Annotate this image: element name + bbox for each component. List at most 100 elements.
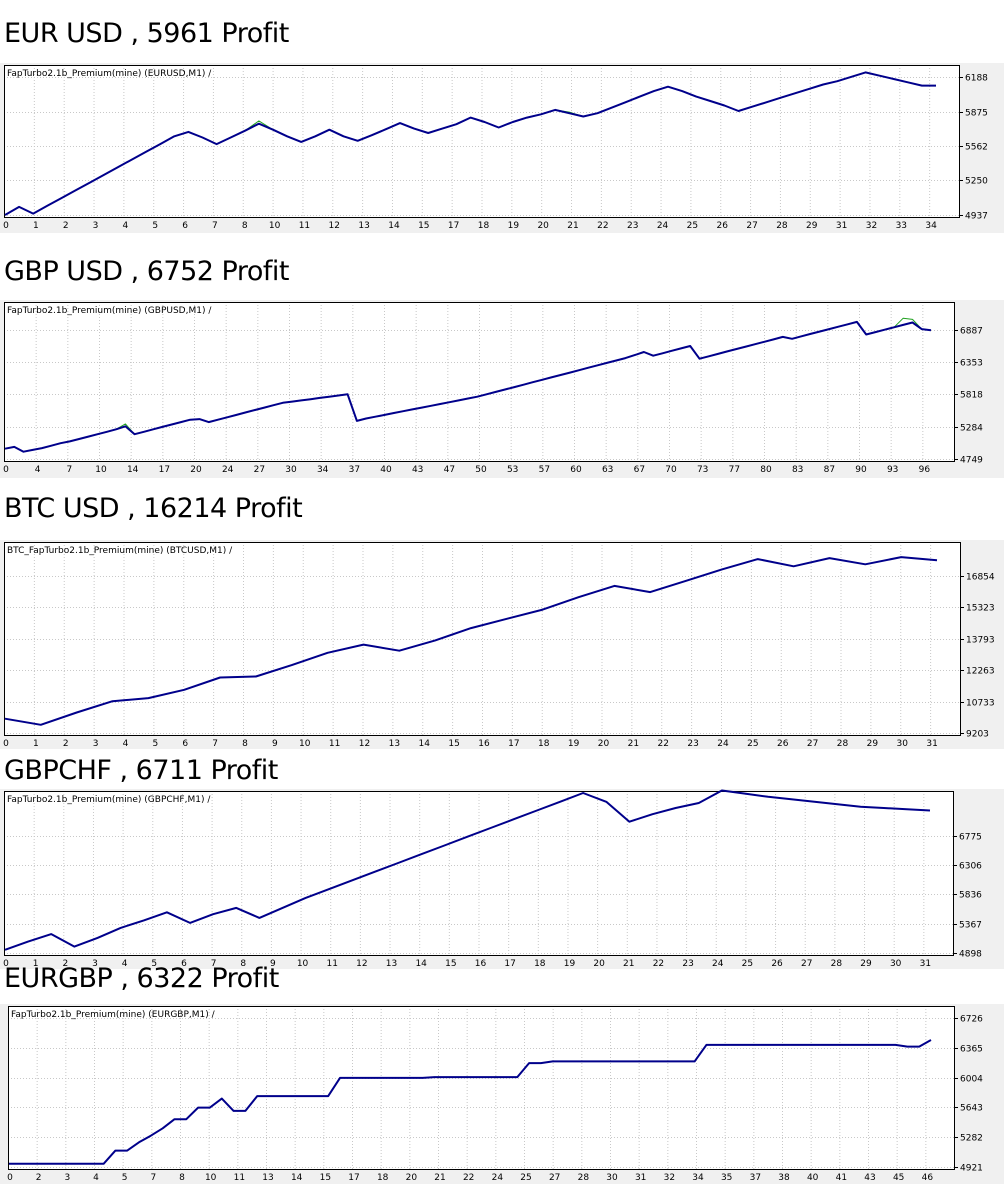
- x-tick-label: 18: [377, 1173, 389, 1183]
- x-tick-label: 31: [926, 739, 937, 749]
- x-tick-label: 28: [578, 1173, 590, 1183]
- equity-line: [4, 556, 938, 726]
- x-tick-label: 37: [750, 1173, 761, 1183]
- x-tick-label: 13: [358, 221, 369, 231]
- x-tick-label: 24: [712, 959, 724, 969]
- y-tick-label: 5836: [959, 891, 982, 901]
- x-tick-label: 20: [406, 1173, 418, 1183]
- x-tick-label: 41: [836, 1173, 847, 1183]
- x-tick-label: 40: [807, 1173, 819, 1183]
- x-tick-label: 23: [687, 739, 698, 749]
- x-tick-label: 18: [478, 221, 490, 231]
- x-tick-label: 5: [152, 221, 158, 231]
- x-tick-label: 80: [760, 465, 772, 475]
- x-tick-label: 77: [729, 465, 740, 475]
- x-tick-label: 11: [234, 1173, 245, 1183]
- x-tick-label: 27: [549, 1173, 560, 1183]
- x-tick-label: 16: [475, 959, 487, 969]
- x-tick-label: 0: [3, 221, 9, 231]
- x-tick-label: 14: [415, 959, 427, 969]
- x-tick-label: 5: [151, 959, 157, 969]
- x-tick-label: 21: [623, 959, 634, 969]
- x-tick-label: 70: [665, 465, 677, 475]
- x-tick-label: 22: [658, 739, 669, 749]
- x-tick-label: 22: [597, 221, 608, 231]
- x-tick-label: 26: [717, 221, 729, 231]
- x-tick-label: 8: [242, 221, 248, 231]
- x-tick-label: 24: [222, 465, 234, 475]
- y-tick-label: 10733: [966, 699, 995, 709]
- x-tick-label: 17: [348, 1173, 359, 1183]
- x-tick-label: 5: [153, 739, 159, 749]
- x-tick-label: 35: [721, 1173, 732, 1183]
- x-tick-label: 2: [62, 959, 68, 969]
- x-tick-label: 15: [448, 739, 459, 749]
- x-tick-label: 14: [291, 1173, 303, 1183]
- x-tick-label: 17: [504, 959, 515, 969]
- y-tick-label: 6004: [960, 1075, 983, 1085]
- y-tick-label: 6188: [965, 74, 988, 84]
- x-tick-label: 28: [776, 221, 788, 231]
- x-tick-label: 25: [520, 1173, 531, 1183]
- x-tick-label: 29: [806, 221, 818, 231]
- x-tick-label: 25: [742, 959, 753, 969]
- x-tick-label: 2: [63, 739, 69, 749]
- chart-0: 0 1 2 3 4 5 6 7 8 10 11 12 13 14 15 17 18 19 20 21 22 23 24 25 2…: [0, 63, 1004, 233]
- y-tick-label: 4898: [959, 950, 982, 960]
- x-tick-label: 20: [593, 959, 605, 969]
- x-tick-label: 22: [463, 1173, 474, 1183]
- chart-heading: EURGBP , 6322 Profit: [4, 963, 279, 994]
- x-tick-label: 40: [380, 465, 392, 475]
- x-tick-label: 37: [349, 465, 360, 475]
- x-tick-label: 38: [778, 1173, 790, 1183]
- x-tick-label: 10: [95, 465, 107, 475]
- y-tick-label: 15323: [966, 604, 995, 614]
- x-tick-label: 3: [93, 221, 99, 231]
- x-tick-label: 1: [33, 959, 39, 969]
- x-tick-label: 11: [329, 739, 340, 749]
- x-tick-label: 12: [359, 739, 370, 749]
- chart-1: 0 4 7 10 14 17 20 24 27 30 34 37 40 43 47 50 53 57 60 63 67 7…: [0, 300, 1004, 478]
- x-tick-label: 20: [190, 465, 202, 475]
- x-tick-label: 9: [270, 959, 276, 969]
- x-tick-label: 10: [297, 959, 309, 969]
- x-tick-label: 13: [386, 959, 397, 969]
- x-tick-label: 4: [123, 221, 129, 231]
- x-tick-label: 19: [508, 221, 520, 231]
- x-tick-label: 27: [807, 739, 818, 749]
- x-tick-label: 19: [568, 739, 580, 749]
- y-tick-label: 6306: [959, 862, 982, 872]
- x-tick-label: 50: [475, 465, 487, 475]
- x-tick-label: 63: [602, 465, 613, 475]
- y-tick-label: 5875: [965, 109, 988, 119]
- x-tick-label: 28: [837, 739, 849, 749]
- y-tick-label: 5367: [959, 921, 982, 931]
- x-tick-label: 0: [7, 1173, 13, 1183]
- plot-frame: [4, 542, 961, 736]
- y-tick-label: 12263: [966, 667, 995, 677]
- chart-heading: EUR USD , 5961 Profit: [4, 18, 289, 49]
- x-tick-label: 57: [539, 465, 550, 475]
- x-tick-label: 10: [299, 739, 311, 749]
- x-tick-label: 7: [66, 465, 72, 475]
- x-tick-label: 24: [492, 1173, 504, 1183]
- x-tick-label: 1: [33, 739, 39, 749]
- x-tick-label: 0: [3, 739, 9, 749]
- chart-2: 0 1 2 3 4 5 6 7 8 9 10 11 12 13 14 15 16 17 18 19 20 21 22 23 24…: [0, 540, 1004, 749]
- y-tick-label: 4937: [965, 212, 988, 222]
- x-tick-label: 96: [919, 465, 931, 475]
- x-tick-label: 15: [320, 1173, 331, 1183]
- x-tick-label: 15: [418, 221, 429, 231]
- equity-line: [9, 1039, 932, 1165]
- x-tick-label: 24: [657, 221, 669, 231]
- x-tick-label: 27: [801, 959, 812, 969]
- chart-heading: GBPCHF , 6711 Profit: [4, 755, 278, 786]
- x-tick-label: 24: [717, 739, 729, 749]
- x-tick-label: 26: [777, 739, 789, 749]
- x-tick-label: 4: [122, 959, 128, 969]
- x-tick-label: 11: [326, 959, 337, 969]
- x-tick-label: 30: [285, 465, 297, 475]
- x-tick-label: 6: [181, 959, 187, 969]
- plot-frame: [8, 1006, 955, 1170]
- x-tick-label: 5: [122, 1173, 128, 1183]
